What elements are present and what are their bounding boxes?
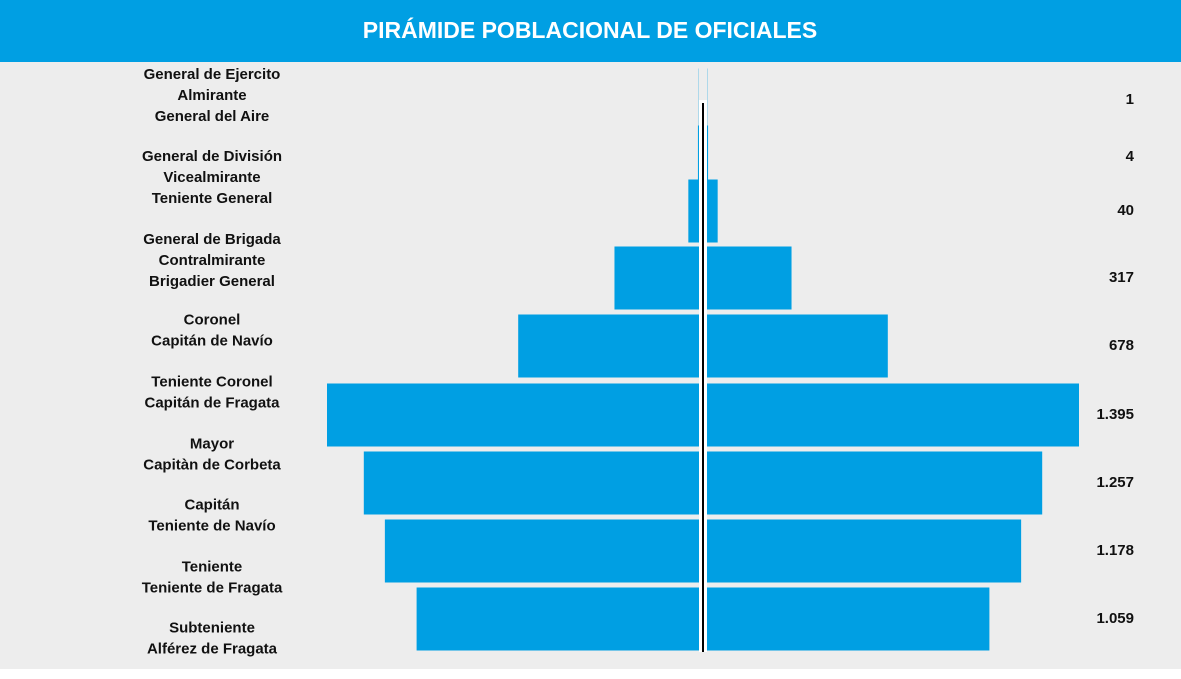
category-label: Brigadier General: [149, 273, 275, 290]
category-label: Teniente Coronel: [151, 373, 272, 390]
bar-right: [707, 179, 718, 243]
category-label: General de División: [142, 148, 282, 165]
category-label: Capitán: [184, 496, 239, 513]
bar-right: [707, 246, 792, 310]
bar-right: [707, 451, 1043, 515]
bar-right: [707, 519, 1022, 583]
value-label: 1.395: [1096, 406, 1134, 423]
bar-right: [707, 587, 990, 651]
title-bar: [0, 0, 1181, 62]
bar-left: [518, 314, 699, 378]
category-label: Vicealmirante: [163, 169, 260, 186]
bar-left: [697, 125, 699, 189]
category-label: Coronel: [184, 311, 241, 328]
category-label: Capitán de Navío: [151, 332, 273, 349]
category-label: Subteniente: [169, 619, 255, 636]
category-label: General del Aire: [155, 108, 270, 125]
bar-right: [707, 383, 1079, 447]
value-label: 40: [1117, 202, 1134, 219]
value-label: 1.178: [1096, 542, 1134, 559]
category-label: General de Brigada: [143, 231, 281, 248]
bar-right: [707, 125, 709, 189]
category-label: Teniente de Fragata: [142, 579, 283, 596]
bar-right: [707, 314, 888, 378]
category-label: Mayor: [190, 435, 234, 452]
category-label: General de Ejercito: [144, 66, 281, 83]
value-label: 4: [1126, 148, 1135, 165]
category-label: Teniente: [182, 558, 243, 575]
bar-left: [688, 179, 699, 243]
value-label: 317: [1109, 269, 1134, 286]
bar-left: [327, 383, 699, 447]
category-label: Contralmirante: [159, 252, 266, 269]
category-label: Alférez de Fragata: [147, 640, 278, 657]
bar-left: [416, 587, 699, 651]
value-label: 1.257: [1096, 474, 1134, 491]
bar-left: [384, 519, 699, 583]
value-label: 678: [1109, 337, 1134, 354]
category-label: Teniente de Navío: [148, 517, 275, 534]
value-label: 1: [1126, 91, 1134, 108]
chart-title: PIRÁMIDE POBLACIONAL DE OFICIALES: [363, 16, 818, 43]
value-label: 1.059: [1096, 610, 1134, 627]
category-label: Capitàn de Corbeta: [143, 456, 281, 473]
category-label: Almirante: [177, 87, 246, 104]
bar-left: [614, 246, 699, 310]
category-label: Capitán de Fragata: [144, 394, 280, 411]
bar-left: [363, 451, 699, 515]
category-label: Teniente General: [152, 190, 273, 207]
